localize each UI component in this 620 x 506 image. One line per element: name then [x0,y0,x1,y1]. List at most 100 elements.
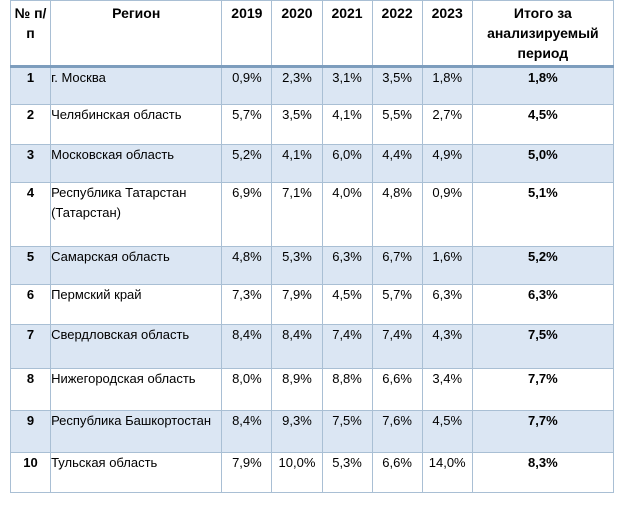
year-value: 3,5% [271,104,323,145]
total-value: 7,7% [471,368,615,411]
table-row: 8 Нижегородская область 8,0% 8,9% 8,8% 6,6% 3,… [9,368,615,411]
year-value: 4,0% [321,182,373,247]
year-value: 8,4% [271,324,323,369]
region-statistics-table: № п/п Регион 2019 2020 2021 2022 2023 Ит… [9,0,615,493]
year-value: 3,5% [371,66,423,105]
year-value: 10,0% [271,452,323,493]
table-row: 3 Московская область 5,2% 4,1% 6,0% 4,4% 4,9% 5… [9,144,615,183]
region-name: Тульская область [50,452,223,493]
row-number: 7 [9,324,52,369]
table-row: 2 Челябинская область 5,7% 3,5% 4,1% 5,5% 2,7%… [9,104,615,145]
year-value: 1,6% [421,246,473,285]
year-value: 4,1% [321,104,373,145]
year-value: 3,1% [321,66,373,105]
total-value: 5,0% [471,144,615,183]
year-value: 8,0% [221,368,273,411]
region-name: Республика Башкортостан [50,410,223,453]
year-value: 8,4% [221,324,273,369]
year-value: 4,9% [421,144,473,183]
total-value: 7,7% [471,410,615,453]
region-name: г. Москва [50,66,223,105]
total-value: 6,3% [471,284,615,325]
year-value: 5,2% [221,144,273,183]
year-value: 5,3% [321,452,373,493]
year-value: 5,7% [221,104,273,145]
year-value: 4,1% [271,144,323,183]
row-number: 8 [9,368,52,411]
year-value: 6,3% [321,246,373,285]
row-number: 5 [9,246,52,285]
table-row: 1 г. Москва 0,9% 2,3% 3,1% 3,5% 1,8% 1,8% [9,66,615,105]
year-value: 3,4% [421,368,473,411]
year-value: 1,8% [421,66,473,105]
total-value: 5,2% [471,246,615,285]
year-value: 4,4% [371,144,423,183]
year-value: 6,6% [371,368,423,411]
year-value: 6,3% [421,284,473,325]
year-value: 2,3% [271,66,323,105]
region-name: Пермский край [50,284,223,325]
year-value: 7,4% [321,324,373,369]
year-value: 7,9% [271,284,323,325]
year-value: 0,9% [421,182,473,247]
year-value: 7,1% [271,182,323,247]
total-value: 5,1% [471,182,615,247]
year-value: 9,3% [271,410,323,453]
year-value: 5,7% [371,284,423,325]
header-row: № п/п Регион 2019 2020 2021 2022 2023 Ит… [9,0,615,68]
year-value: 7,4% [371,324,423,369]
header-year: 2020 [271,0,323,68]
table-row: 9 Республика Башкортостан 8,4% 9,3% 7,5% 7,6%… [9,410,615,453]
row-number: 6 [9,284,52,325]
year-value: 7,5% [321,410,373,453]
header-total: Итого за анализируемый период [471,0,615,68]
row-number: 1 [9,66,52,105]
year-value: 4,3% [421,324,473,369]
year-value: 6,0% [321,144,373,183]
table-row: 10 Тульская область 7,9% 10,0% 5,3% 6,6% 14,0%… [9,452,615,493]
total-value: 7,5% [471,324,615,369]
row-number: 3 [9,144,52,183]
year-value: 7,3% [221,284,273,325]
table-row: 6 Пермский край 7,3% 7,9% 4,5% 5,7% 6,3% 6,3% [9,284,615,325]
table-row: 4 Республика Татарстан (Татарстан) 6,9% 7,1… [9,182,615,247]
year-value: 8,9% [271,368,323,411]
row-number: 9 [9,410,52,453]
year-value: 7,9% [221,452,273,493]
year-value: 14,0% [421,452,473,493]
region-name: Свердловская область [50,324,223,369]
year-value: 4,8% [371,182,423,247]
total-value: 4,5% [471,104,615,145]
header-year: 2019 [221,0,273,68]
header-year: 2022 [371,0,423,68]
total-value: 1,8% [471,66,615,105]
row-number: 4 [9,182,52,247]
header-num: № п/п [9,0,52,68]
region-name: Самарская область [50,246,223,285]
year-value: 0,9% [221,66,273,105]
year-value: 6,6% [371,452,423,493]
row-number: 10 [9,452,52,493]
table-row: 5 Самарская область 4,8% 5,3% 6,3% 6,7% 1,6% 5,… [9,246,615,285]
region-name: Московская область [50,144,223,183]
year-value: 4,5% [421,410,473,453]
region-name: Челябинская область [50,104,223,145]
year-value: 4,8% [221,246,273,285]
year-value: 6,7% [371,246,423,285]
year-value: 2,7% [421,104,473,145]
header-year: 2021 [321,0,373,68]
total-value: 8,3% [471,452,615,493]
year-value: 5,5% [371,104,423,145]
year-value: 6,9% [221,182,273,247]
table-row: 7 Свердловская область 8,4% 8,4% 7,4% 7,4% 4,3… [9,324,615,369]
header-year: 2023 [421,0,473,68]
region-name: Нижегородская область [50,368,223,411]
header-region: Регион [50,0,223,68]
region-name: Республика Татарстан (Татарстан) [50,182,223,247]
year-value: 5,3% [271,246,323,285]
year-value: 8,8% [321,368,373,411]
year-value: 4,5% [321,284,373,325]
year-value: 8,4% [221,410,273,453]
row-number: 2 [9,104,52,145]
year-value: 7,6% [371,410,423,453]
